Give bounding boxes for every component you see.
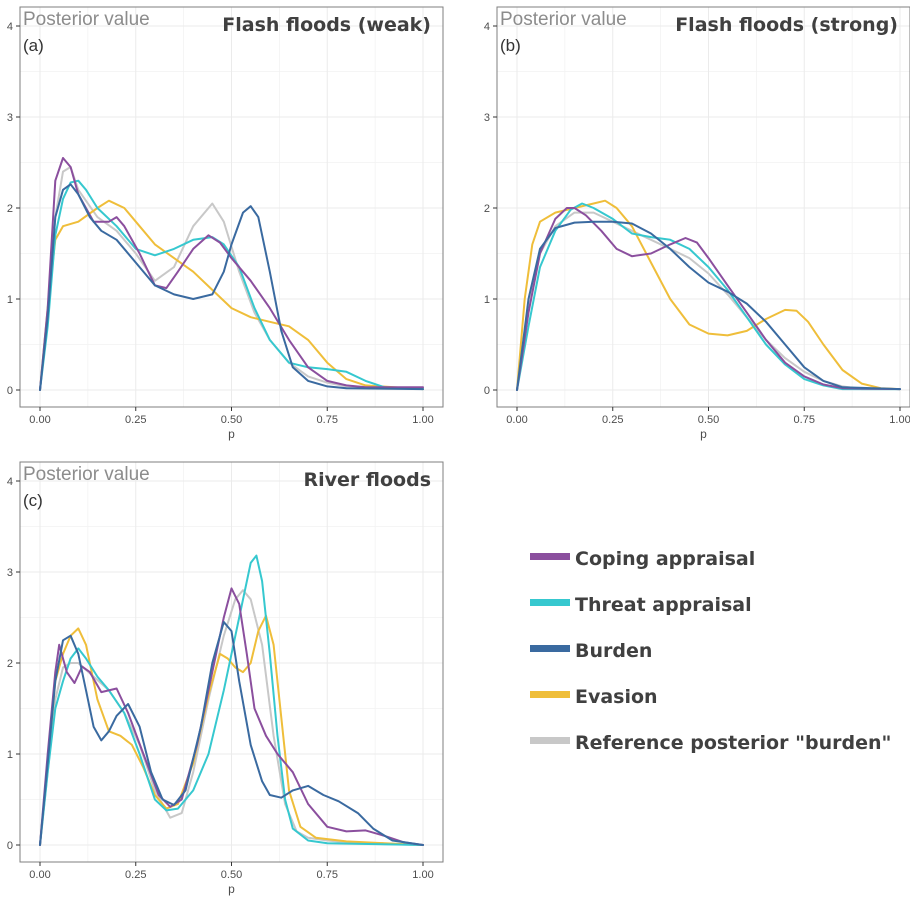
y-tick-label: 1 [484, 294, 490, 306]
grid-a [20, 7, 443, 407]
x-tick-label: 0.75 [317, 414, 338, 426]
y-tick-label: 0 [484, 385, 490, 397]
panel-label: (c) [23, 491, 43, 510]
legend-item-evasion: Evasion [530, 686, 658, 708]
series-line-reference [39, 589, 424, 846]
y-tick-label: 4 [7, 476, 13, 488]
series-line-reference [39, 166, 424, 391]
x-tick-label: 0.25 [125, 869, 146, 881]
legend: Coping appraisal Threat appraisal Burden… [530, 548, 891, 754]
legend-swatch-burden [530, 645, 570, 652]
x-tick-label: 0.50 [698, 414, 719, 426]
x-axis-label: p [700, 427, 707, 441]
x-tick-label: 1.00 [412, 414, 433, 426]
series-line-burden [39, 183, 424, 391]
x-tick-label: 0.00 [29, 869, 50, 881]
series-line-evasion [516, 199, 901, 391]
y-axis-label: Posterior value [23, 464, 150, 485]
legend-label-evasion: Evasion [575, 686, 658, 708]
legend-label-coping: Coping appraisal [575, 548, 755, 570]
series-line-burden [516, 220, 901, 391]
series-line-coping [39, 157, 424, 391]
x-tick-label: 0.50 [221, 869, 242, 881]
x-tick-label: 1.00 [412, 869, 433, 881]
y-tick-label: 0 [7, 385, 13, 397]
panels: 0.00 0.25 0.50 0.75 1.00 0 1 2 3 4 p Posterior valu… [7, 6, 910, 896]
legend-swatch-threat [530, 599, 570, 606]
y-tick-label: 3 [484, 112, 490, 124]
y-tick-label: 4 [7, 21, 13, 33]
series-group-b [516, 199, 901, 391]
y-tick-label: 2 [7, 658, 13, 670]
legend-swatch-reference [530, 737, 570, 744]
series-group-a [39, 157, 424, 391]
panel-title: River floods [304, 469, 432, 491]
panel-c: 0.00 0.25 0.50 0.75 1.00 0 1 2 3 4 p Posterior valu… [7, 461, 444, 896]
series-group-c [39, 554, 424, 846]
legend-swatch-evasion [530, 691, 570, 698]
series-line-coping [516, 207, 901, 391]
y-tick-label: 2 [7, 203, 13, 215]
grid-b [497, 7, 910, 407]
panel-a: 0.00 0.25 0.50 0.75 1.00 0 1 2 3 4 p Posterior valu… [7, 6, 444, 441]
x-tick-label: 0.25 [125, 414, 146, 426]
y-axis-label: Posterior value [500, 9, 627, 30]
panel-frame [496, 6, 910, 408]
series-line-burden [39, 621, 424, 846]
y-tick-label: 3 [7, 567, 13, 579]
x-tick-label: 0.75 [794, 414, 815, 426]
panel-label: (b) [500, 36, 521, 55]
x-axis-label: p [228, 882, 235, 896]
legend-item-coping: Coping appraisal [530, 548, 755, 570]
y-tick-label: 4 [484, 21, 490, 33]
panel-title: Flash floods (strong) [675, 14, 898, 36]
legend-swatch-coping [530, 553, 570, 560]
legend-item-threat: Threat appraisal [530, 594, 752, 616]
panel-label: (a) [23, 36, 44, 55]
x-tick-label: 0.00 [506, 414, 527, 426]
y-axis-label: Posterior value [23, 9, 150, 30]
legend-label-threat: Threat appraisal [575, 594, 752, 616]
x-tick-label: 0.75 [317, 869, 338, 881]
series-line-threat [39, 179, 424, 391]
x-axis-label: p [228, 427, 235, 441]
legend-item-reference: Reference posterior "burden" [530, 732, 891, 754]
y-tick-label: 0 [7, 840, 13, 852]
panel-b: 0.00 0.25 0.50 0.75 1.00 0 1 2 3 4 p Posterior valu… [484, 6, 910, 441]
x-tick-label: 0.50 [221, 414, 242, 426]
legend-label-reference: Reference posterior "burden" [575, 732, 891, 754]
panel-title: Flash floods (weak) [222, 14, 431, 36]
series-line-threat [516, 202, 901, 391]
x-tick-label: 0.25 [602, 414, 623, 426]
legend-item-burden: Burden [530, 640, 652, 662]
x-tick-label: 0.00 [29, 414, 50, 426]
legend-label-burden: Burden [575, 640, 652, 662]
x-tick-label: 1.00 [889, 414, 910, 426]
y-tick-label: 3 [7, 112, 13, 124]
y-tick-label: 2 [484, 203, 490, 215]
y-tick-label: 1 [7, 749, 13, 761]
y-tick-label: 1 [7, 294, 13, 306]
series-line-threat [39, 554, 424, 846]
